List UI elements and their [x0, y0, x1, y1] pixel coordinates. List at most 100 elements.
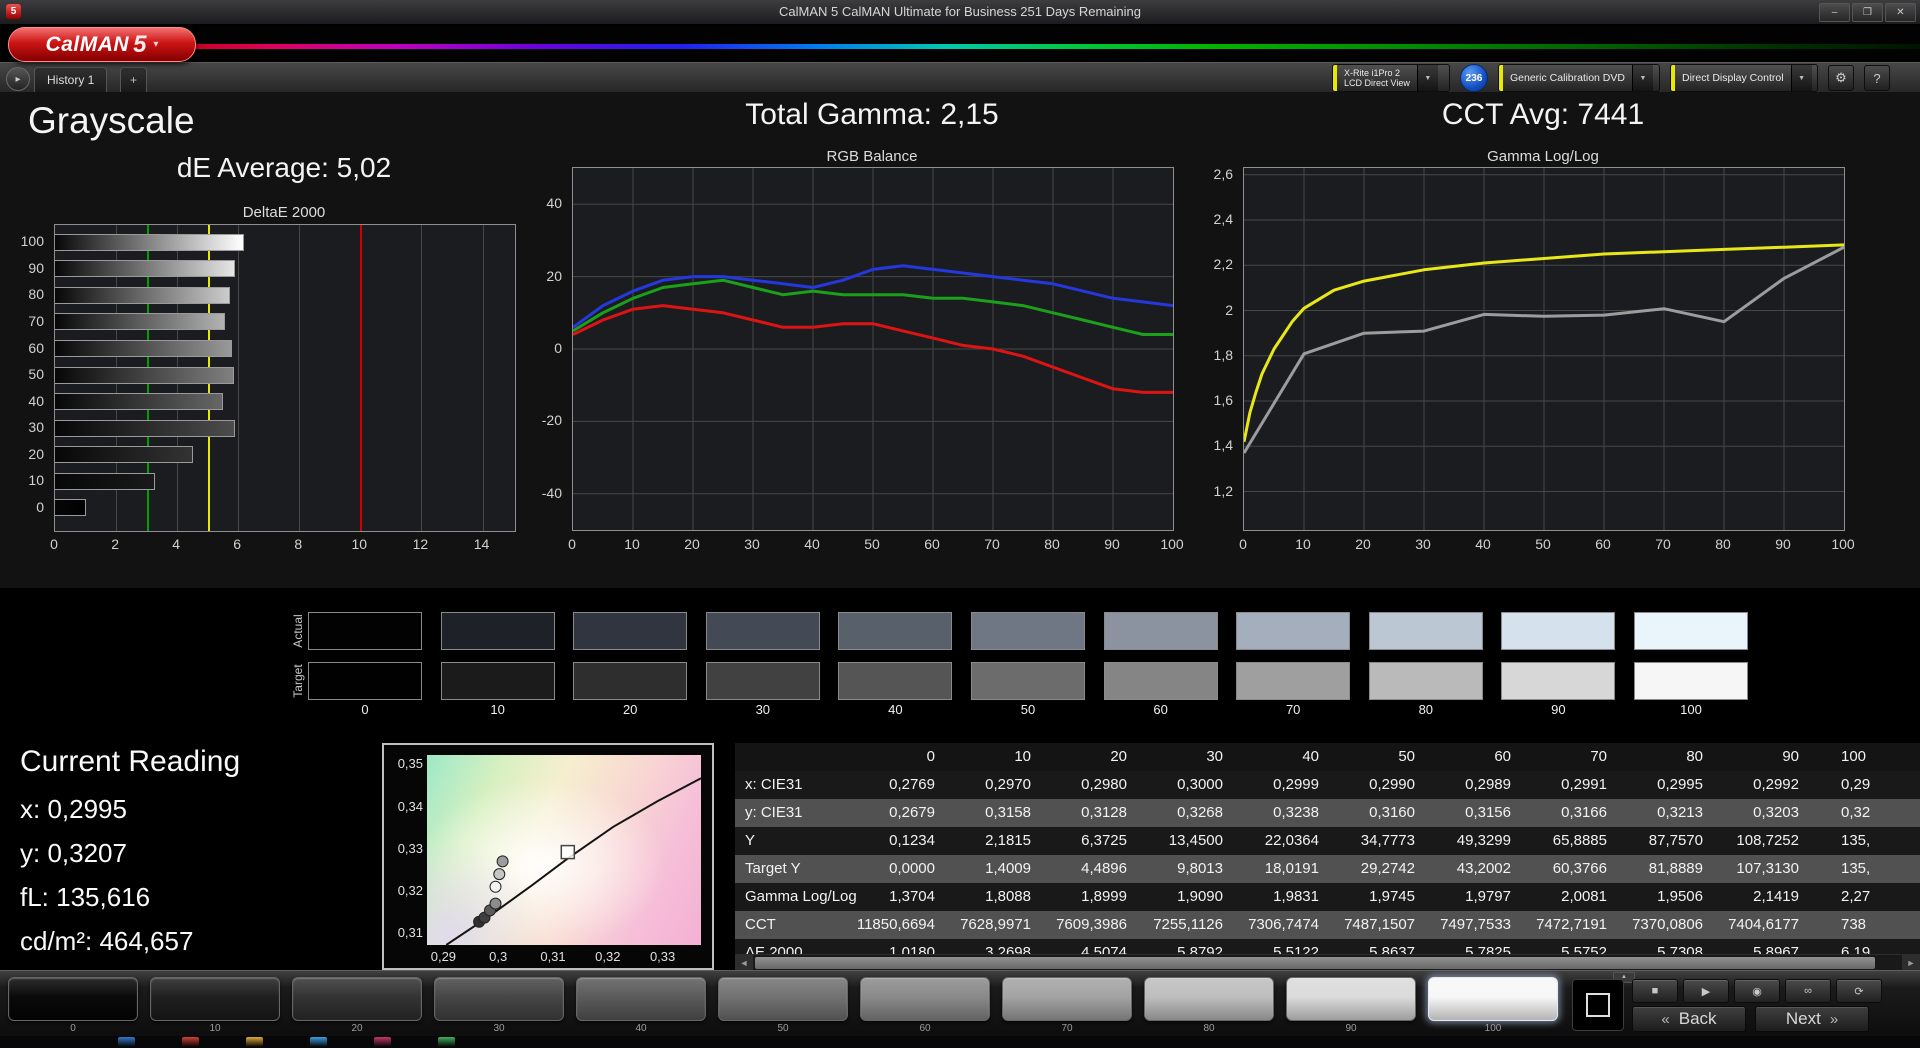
pattern-button-50[interactable] [718, 977, 848, 1021]
gridline [482, 225, 484, 531]
chevron-down-icon: ▾ [153, 39, 159, 50]
red-balance-line [573, 304, 1173, 394]
current-reading-title: Current Reading [20, 745, 241, 778]
column-header: 80 [1686, 748, 1703, 765]
actual-swatch [1368, 612, 1483, 650]
pattern-window-button[interactable] [1572, 979, 1624, 1031]
rgb-balance-chart [572, 167, 1174, 531]
scrollbar-thumb[interactable] [755, 957, 1875, 969]
table-cell: 0,3268 [1177, 804, 1223, 821]
table-cell: 135, [1841, 832, 1871, 849]
axis-tick-label: 1,8 [1213, 346, 1233, 363]
stop-icon: ■ [1651, 985, 1659, 997]
table-cell: 87,7570 [1648, 832, 1703, 849]
taskbar-icon[interactable] [246, 1037, 263, 1047]
close-button[interactable]: ✕ [1885, 3, 1916, 22]
reading-count-badge[interactable]: 236 [1460, 64, 1488, 92]
axis-tick-label: 0,31 [397, 925, 423, 941]
axis-tick-label: 50 [28, 366, 44, 382]
taskbar-icon[interactable] [374, 1037, 391, 1047]
pattern-button-40[interactable] [576, 977, 706, 1021]
pattern-button-100[interactable] [1428, 977, 1558, 1021]
taskbar-icon[interactable] [182, 1037, 199, 1047]
play-button[interactable]: ▶ [1683, 979, 1729, 1003]
deltae-bar [55, 446, 193, 464]
table-cell: 0,3203 [1753, 804, 1799, 821]
actual-swatch [440, 612, 555, 650]
table-cell: 1,9506 [1657, 888, 1703, 905]
deltae-bar [55, 260, 236, 278]
column-header: 70 [1590, 748, 1607, 765]
tab-history-1[interactable]: History 1 [34, 67, 108, 92]
pattern-button-label: 0 [70, 1023, 76, 1034]
history-nav-button[interactable]: ▸ [6, 67, 30, 91]
meter-drop-down[interactable]: X-Rite i1Pro 2 LCD Direct View ▼ [1332, 64, 1450, 92]
axis-tick-label: 10 [28, 472, 44, 489]
meter-line2: LCD Direct View [1344, 78, 1410, 88]
table-horizontal-scrollbar[interactable]: ◄ ► [735, 954, 1920, 971]
table-row: Gamma Log/Log 1,3704 1,8088 1,8999 1,9090 1,9… [735, 883, 1920, 911]
maximize-button[interactable]: ❐ [1852, 3, 1883, 22]
pattern-button-60[interactable] [860, 977, 990, 1021]
calman-logo-menu[interactable]: CalMAN 5 ▾ [8, 27, 196, 62]
table-cell: 9,8013 [1177, 860, 1223, 877]
row-label: CCT [745, 916, 776, 933]
next-button[interactable]: Next » [1755, 1006, 1869, 1032]
table-cell: 1,9831 [1273, 888, 1319, 905]
toolbar-right-group: X-Rite i1Pro 2 LCD Direct View ▼ 236 Gen… [1332, 64, 1890, 92]
table-cell: 7609,3986 [1056, 916, 1127, 933]
pattern-button-20[interactable] [292, 977, 422, 1021]
cie-chromaticity-panel: 0,35 0,34 0,33 0,32 0,31 0,29 0,3 0,31 0,32 0,33 [382, 743, 714, 970]
axis-tick-label: 20 [28, 445, 44, 462]
scroll-right-button[interactable]: ► [1902, 955, 1920, 971]
collapse-panel-button[interactable]: ▲ [1613, 972, 1635, 983]
help-button[interactable]: ? [1864, 65, 1890, 91]
column-header: 0 [926, 748, 935, 765]
scroll-left-button[interactable]: ◄ [735, 955, 753, 971]
table-header-row: 0 10 20 30 40 50 60 70 80 90 100 [735, 743, 1920, 771]
taskbar-icon[interactable] [118, 1037, 135, 1047]
refresh-button[interactable]: ⟳ [1836, 979, 1882, 1003]
stop-button[interactable]: ■ [1632, 979, 1678, 1003]
reading-x: x: 0,2995 [20, 794, 127, 824]
axis-tick-label: 10 [1295, 536, 1311, 552]
pattern-button-80[interactable] [1144, 977, 1274, 1021]
taskbar-icon[interactable] [310, 1037, 327, 1047]
actual-swatch [1103, 612, 1218, 650]
axis-tick-label: 100 [20, 233, 44, 250]
pattern-button-90[interactable] [1286, 977, 1416, 1021]
pattern-button-30[interactable] [434, 977, 564, 1021]
add-tab-button[interactable]: + [120, 67, 148, 92]
taskbar-icon[interactable] [438, 1037, 455, 1047]
continuous-measure-button[interactable]: ∞ [1785, 979, 1831, 1003]
actual-swatch [573, 612, 688, 650]
axis-tick-label: 70 [1655, 536, 1671, 552]
back-button[interactable]: « Back [1632, 1006, 1746, 1032]
help-icon: ? [1873, 70, 1881, 86]
target-swatch [573, 662, 688, 700]
axis-tick-label: 20 [1355, 536, 1371, 552]
pattern-button-label: 90 [1345, 1023, 1357, 1034]
pattern-button-label: 60 [919, 1023, 931, 1034]
table-cell: 2,1815 [985, 832, 1031, 849]
measure-once-button[interactable]: ◉ [1734, 979, 1780, 1003]
table-cell: 18,0191 [1264, 860, 1319, 877]
pattern-button-0[interactable] [8, 977, 138, 1021]
gridline [299, 225, 301, 531]
cie-chromaticity-chart [427, 755, 701, 945]
source-drop-down[interactable]: Generic Calibration DVD ▼ [1498, 64, 1660, 92]
table-cell: 6,3725 [1081, 832, 1127, 849]
axis-tick-label: 1,2 [1213, 482, 1233, 499]
source-label: Generic Calibration DVD [1510, 72, 1625, 84]
pattern-button-70[interactable] [1002, 977, 1132, 1021]
swatch-level-label: 20 [622, 702, 638, 717]
pattern-button-10[interactable] [150, 977, 280, 1021]
settings-button[interactable]: ⚙ [1828, 65, 1854, 91]
table-cell: 0,29 [1841, 776, 1871, 793]
chevron-down-icon: ▼ [1631, 65, 1653, 91]
minimize-button[interactable]: – [1819, 3, 1850, 22]
display-control-drop-down[interactable]: Direct Display Control ▼ [1670, 64, 1818, 92]
logo-number: 5 [133, 30, 147, 58]
axis-tick-label: 80 [1044, 536, 1060, 552]
